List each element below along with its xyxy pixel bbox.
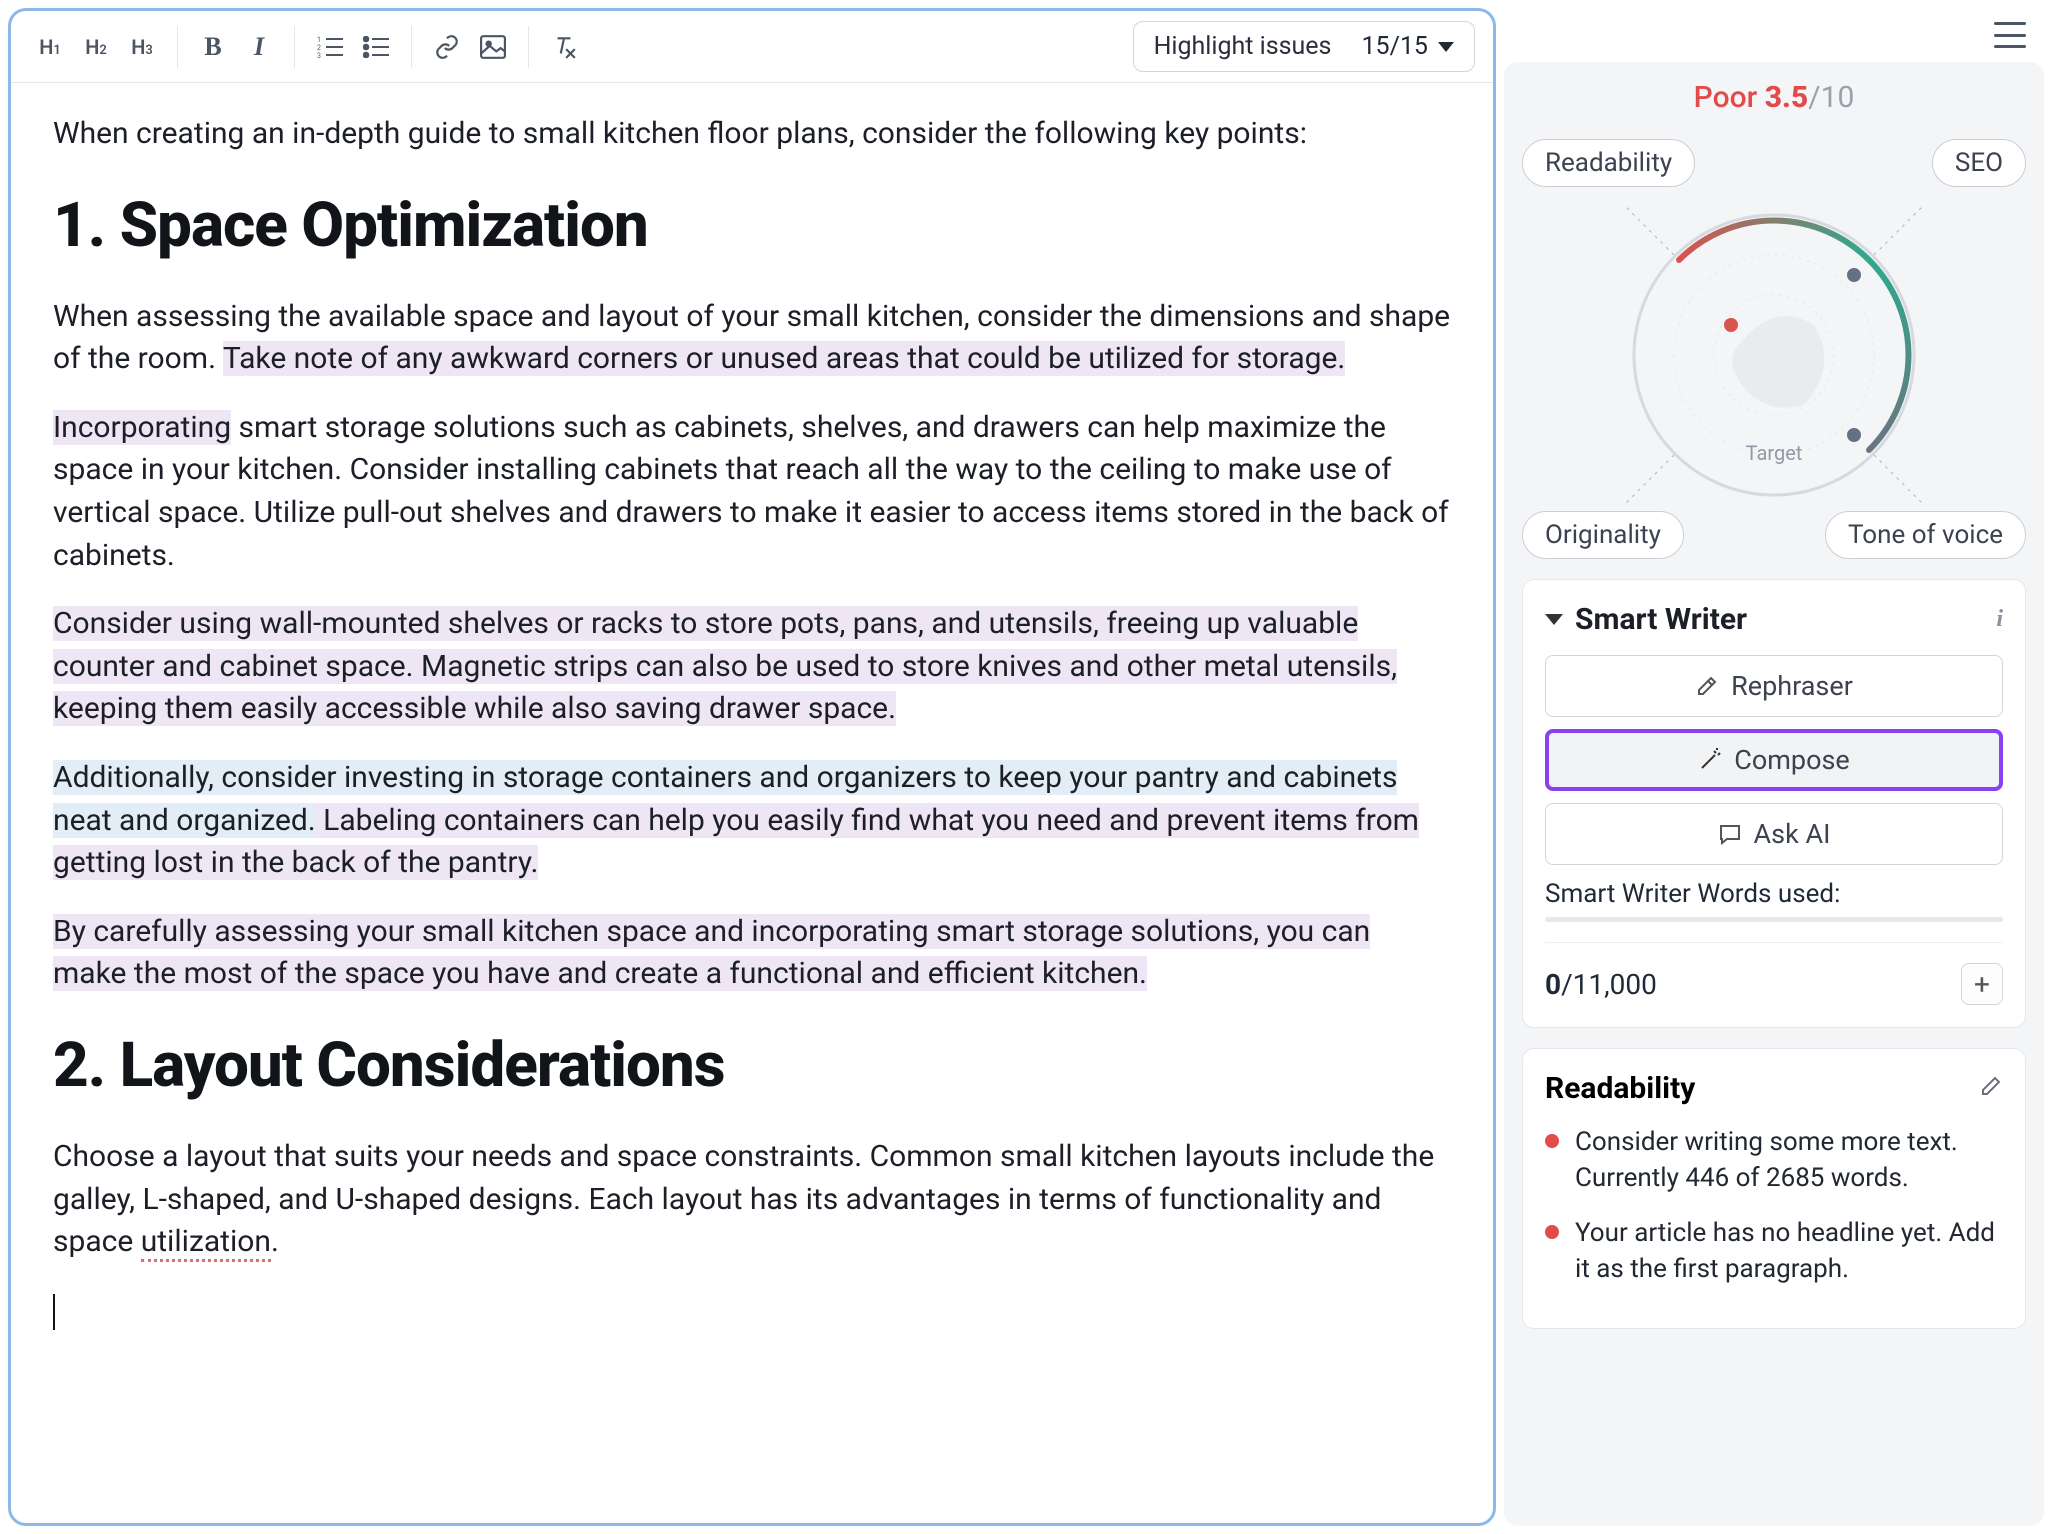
paragraph: Choose a layout that suits your needs an… [53, 1136, 1451, 1264]
target-label: Target [1746, 441, 1803, 465]
clear-group [543, 26, 599, 68]
rephraser-button[interactable]: Rephraser [1545, 655, 2003, 717]
highlight-label: Highlight issues [1154, 32, 1332, 61]
readability-title: Readability [1545, 1071, 1979, 1106]
svg-text:1: 1 [317, 36, 321, 44]
heading-1: 1. Space Optimization [53, 182, 1451, 270]
add-words-button[interactable]: + [1961, 963, 2003, 1005]
originality-pill[interactable]: Originality [1522, 511, 1684, 559]
paragraph: Incorporating smart storage solutions su… [53, 407, 1451, 577]
issue-dot-icon [1545, 1225, 1559, 1239]
words-row: 0/11,000 + [1545, 942, 2003, 1005]
ordered-list-button[interactable]: 123 [309, 26, 351, 68]
chevron-down-icon [1438, 42, 1454, 52]
highlight-count: 15/15 [1361, 32, 1454, 61]
h3-button[interactable]: H3 [121, 26, 163, 68]
menu-icon[interactable] [1994, 22, 2026, 48]
sidebar-body: Poor 3.5/10 Readability SEO Originality … [1504, 62, 2044, 1526]
readability-issue: Consider writing some more text. Current… [1545, 1124, 2003, 1197]
svg-text:3: 3 [317, 52, 321, 58]
issue-dot-icon [1545, 1134, 1559, 1148]
editor-content[interactable]: When creating an in-depth guide to small… [11, 83, 1493, 1523]
paragraph: Consider using wall-mounted shelves or r… [53, 603, 1451, 731]
bold-button[interactable]: B [192, 26, 234, 68]
compose-button[interactable]: Compose [1545, 729, 2003, 791]
info-icon[interactable]: i [1996, 606, 2003, 633]
h2-button[interactable]: H2 [75, 26, 117, 68]
toolbar: H1 H2 H3 B I 123 [11, 11, 1493, 83]
insert-group [426, 26, 529, 68]
paragraph: By carefully assessing your small kitche… [53, 911, 1451, 996]
style-group: B I [192, 26, 295, 68]
edit-icon [1695, 674, 1719, 698]
ask-ai-button[interactable]: Ask AI [1545, 803, 2003, 865]
wand-icon [1698, 748, 1722, 772]
clear-format-button[interactable] [543, 26, 585, 68]
score-line: Poor 3.5/10 [1522, 80, 2026, 115]
tone-pill[interactable]: Tone of voice [1825, 511, 2026, 559]
image-button[interactable] [472, 26, 514, 68]
sidebar: Poor 3.5/10 Readability SEO Originality … [1504, 8, 2044, 1526]
edit-icon[interactable] [1979, 1074, 2003, 1104]
editor-panel: H1 H2 H3 B I 123 [8, 8, 1496, 1526]
readability-card: Readability Consider writing some more t… [1522, 1048, 2026, 1329]
cursor-line [53, 1290, 1451, 1333]
smart-writer-card: Smart Writer i Rephraser Compose Ask AI … [1522, 579, 2026, 1028]
svg-text:2: 2 [317, 44, 321, 52]
readability-issue: Your article has no headline yet. Add it… [1545, 1215, 2003, 1288]
link-button[interactable] [426, 26, 468, 68]
sidebar-top [1504, 8, 2044, 62]
smart-writer-header[interactable]: Smart Writer i [1545, 602, 2003, 637]
chevron-down-icon [1545, 614, 1563, 625]
h1-button[interactable]: H1 [29, 26, 71, 68]
list-group: 123 [309, 26, 412, 68]
chat-icon [1718, 822, 1742, 846]
words-label: Smart Writer Words used: [1545, 879, 2003, 909]
words-progress [1545, 917, 2003, 922]
paragraph: Additionally, consider investing in stor… [53, 757, 1451, 885]
unordered-list-button[interactable] [355, 26, 397, 68]
highlight-issues-dropdown[interactable]: Highlight issues 15/15 [1133, 21, 1475, 72]
intro-text: When creating an in-depth guide to small… [53, 113, 1451, 156]
readability-pill[interactable]: Readability [1522, 139, 1695, 187]
radar-chart: Readability SEO Originality Tone of voic… [1522, 139, 2026, 559]
paragraph: When assessing the available space and l… [53, 296, 1451, 381]
seo-pill[interactable]: SEO [1932, 139, 2026, 187]
italic-button[interactable]: I [238, 26, 280, 68]
heading-group: H1 H2 H3 [29, 26, 178, 68]
heading-2: 2. Layout Considerations [53, 1022, 1451, 1110]
